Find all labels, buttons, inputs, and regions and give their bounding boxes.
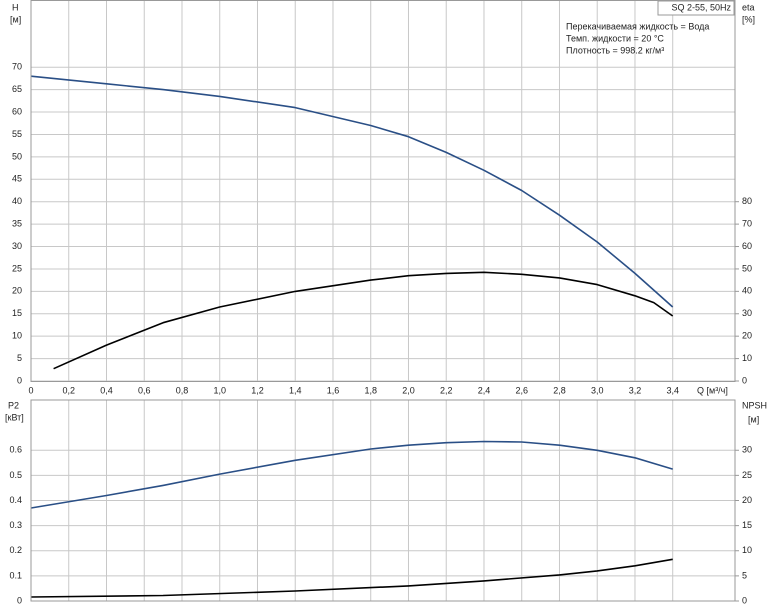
y2-tick-label: 0 xyxy=(742,595,747,605)
x-tick-label: 2,4 xyxy=(478,385,491,395)
x-tick-label: 3,0 xyxy=(591,385,604,395)
y2-tick-label: 50 xyxy=(742,263,752,273)
x-tick-label: 3,2 xyxy=(629,385,642,395)
y-tick-label: 40 xyxy=(12,196,22,206)
y2-tick-label: 25 xyxy=(742,470,752,480)
x-tick-label: 1,2 xyxy=(251,385,264,395)
plot-frame xyxy=(30,0,736,382)
y-tick-label: 0.4 xyxy=(9,495,22,505)
y-label: H xyxy=(12,2,19,12)
chart-title: SQ 2-55, 50Hz xyxy=(671,2,731,12)
y2-unit: [м] xyxy=(748,414,759,424)
y2-tick-label: 70 xyxy=(742,218,752,228)
x-tick-label: 2,6 xyxy=(515,385,528,395)
y-tick-label: 0.3 xyxy=(9,520,22,530)
y2-tick-label: 80 xyxy=(742,196,752,206)
y-tick-label: 70 xyxy=(12,62,22,72)
x-tick-label: 1,4 xyxy=(289,385,302,395)
y-unit: [м] xyxy=(10,14,21,24)
x-tick-label: 1,6 xyxy=(327,385,340,395)
y2-tick-label: 40 xyxy=(742,286,752,296)
y2-tick-label: 20 xyxy=(742,331,752,341)
y2-tick-label: 15 xyxy=(742,520,752,530)
y2-tick-label: 5 xyxy=(742,570,747,580)
y-tick-label: 35 xyxy=(12,218,22,228)
y-label: P2 xyxy=(8,400,19,410)
x-tick-label: 1,8 xyxy=(364,385,377,395)
y-tick-label: 50 xyxy=(12,151,22,161)
y-tick-label: 0.2 xyxy=(9,545,22,555)
y-tick-label: 0.1 xyxy=(9,570,22,580)
y2-tick-label: 60 xyxy=(742,241,752,251)
x-tick-label: 0,2 xyxy=(62,385,75,395)
curve xyxy=(30,440,673,509)
y-unit: [кВт] xyxy=(5,412,24,422)
y2-tick-label: 10 xyxy=(742,545,752,555)
x-tick-label: 1,0 xyxy=(213,385,226,395)
y-tick-label: 60 xyxy=(12,106,22,116)
y-tick-label: 0 xyxy=(17,375,22,385)
y2-tick-label: 0 xyxy=(742,375,747,385)
y-tick-label: 0 xyxy=(17,595,22,605)
y-tick-label: 45 xyxy=(12,174,22,184)
curve xyxy=(30,75,674,308)
curve xyxy=(53,271,674,370)
x-tick-label: 2,2 xyxy=(440,385,453,395)
y-tick-label: 0.5 xyxy=(9,470,22,480)
y2-label: NPSH xyxy=(742,400,767,410)
annotation: Темп. жидкости = 20 °C xyxy=(566,33,664,43)
y-tick-label: 0.6 xyxy=(9,445,22,455)
y-tick-label: 65 xyxy=(12,84,22,94)
y2-tick-label: 30 xyxy=(742,445,752,455)
y2-label: eta xyxy=(742,2,755,12)
x-tick-label: 0,6 xyxy=(138,385,151,395)
y2-tick-label: 30 xyxy=(742,308,752,318)
x-label: Q [м³/ч] xyxy=(697,385,728,395)
y-tick-label: 10 xyxy=(12,331,22,341)
title-box xyxy=(657,0,735,16)
x-tick-label: 3,4 xyxy=(666,385,679,395)
x-tick-label: 0 xyxy=(28,385,33,395)
x-tick-label: 0,4 xyxy=(100,385,113,395)
x-tick-label: 2,8 xyxy=(553,385,566,395)
annotation: Плотность = 998.2 кг/м³ xyxy=(566,45,664,55)
curve xyxy=(30,558,673,598)
x-tick-label: 2,0 xyxy=(402,385,415,395)
y2-unit: [%] xyxy=(742,14,755,24)
y2-tick-label: 10 xyxy=(742,353,752,363)
annotation: Перекачиваемая жидкость = Вода xyxy=(566,21,709,31)
y-tick-label: 55 xyxy=(12,129,22,139)
y-tick-label: 30 xyxy=(12,241,22,251)
y-tick-label: 20 xyxy=(12,286,22,296)
y2-tick-label: 20 xyxy=(742,495,752,505)
x-tick-label: 0,8 xyxy=(176,385,189,395)
plot-frame xyxy=(30,399,736,602)
y-tick-label: 15 xyxy=(12,308,22,318)
y-tick-label: 25 xyxy=(12,263,22,273)
y-tick-label: 5 xyxy=(17,353,22,363)
